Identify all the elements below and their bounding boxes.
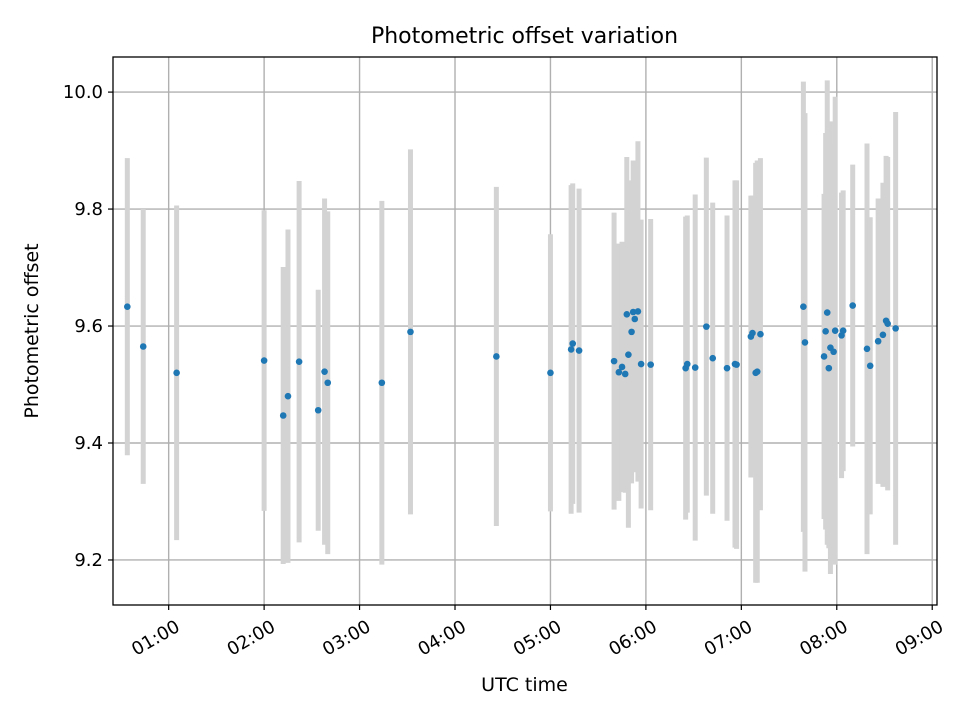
data-point (493, 353, 500, 360)
data-point (691, 364, 699, 371)
data-point (801, 339, 809, 346)
plot-area-frame (112, 56, 938, 606)
data-point (683, 360, 691, 368)
data-point (823, 309, 831, 316)
x-tick-label: 04:00 (414, 616, 469, 660)
y-axis-title: Photometric offset (21, 243, 43, 418)
x-tick-label: 02:00 (224, 616, 279, 660)
data-point (822, 327, 829, 335)
data-point (615, 368, 623, 376)
data-point (733, 361, 740, 368)
x-axis: 01:00 02:00 03:00 04:00 05:00 06:00 07:00 08:00… (128, 605, 947, 660)
data-point (849, 302, 856, 309)
data-point (839, 327, 847, 335)
y-tick-label: 9.2 (74, 550, 103, 571)
data-point (634, 308, 642, 315)
data-points (124, 302, 899, 419)
data-point (628, 328, 635, 336)
data-point (825, 364, 833, 372)
data-point (279, 412, 287, 419)
data-point (623, 311, 631, 318)
x-tick-label: 06:00 (605, 616, 660, 660)
data-point (321, 368, 328, 375)
data-point (753, 368, 761, 375)
y-tick-label: 9.6 (74, 316, 103, 337)
y-tick-label: 10.0 (63, 82, 103, 103)
data-point (547, 369, 554, 377)
data-point (631, 315, 639, 323)
data-point (124, 303, 131, 311)
data-point (625, 351, 632, 358)
data-point (378, 379, 386, 387)
data-point (820, 353, 828, 360)
data-point (709, 354, 717, 362)
data-point (173, 369, 180, 377)
x-tick-label: 03:00 (319, 616, 374, 660)
y-tick-label: 9.4 (74, 433, 103, 454)
y-tick-label: 9.8 (74, 199, 103, 220)
data-point (637, 360, 645, 368)
data-point (892, 325, 899, 332)
data-point (723, 364, 731, 372)
data-point (284, 392, 292, 400)
data-point (749, 329, 756, 337)
data-point (139, 343, 147, 350)
x-tick-label: 01:00 (128, 616, 183, 660)
data-point (647, 361, 654, 368)
data-point (757, 330, 764, 338)
data-point (575, 347, 583, 354)
x-tick-label: 07:00 (701, 616, 756, 660)
data-point (800, 303, 807, 311)
data-point (879, 331, 887, 339)
data-point (324, 379, 332, 387)
data-point (621, 370, 629, 378)
data-point (610, 357, 618, 365)
data-point (866, 362, 874, 370)
grid (113, 57, 937, 605)
data-point (874, 337, 882, 345)
error-bars (124, 80, 899, 583)
data-point (884, 320, 891, 327)
data-point (569, 340, 577, 347)
x-tick-label: 09:00 (892, 616, 947, 660)
data-point (407, 328, 414, 336)
data-point (260, 357, 268, 364)
data-point (703, 323, 710, 330)
data-point (314, 406, 322, 414)
data-point (830, 348, 837, 356)
y-axis: 9.2 9.4 9.6 9.8 10.0 (63, 82, 113, 571)
data-point (618, 363, 626, 371)
data-point (295, 358, 303, 366)
data-point (567, 346, 575, 353)
data-point (863, 345, 871, 353)
chart-title: Photometric offset variation (371, 24, 678, 49)
x-axis-title: UTC time (481, 674, 568, 696)
x-tick-label: 05:00 (510, 616, 565, 660)
x-tick-label: 08:00 (796, 616, 851, 660)
data-point (831, 327, 839, 335)
